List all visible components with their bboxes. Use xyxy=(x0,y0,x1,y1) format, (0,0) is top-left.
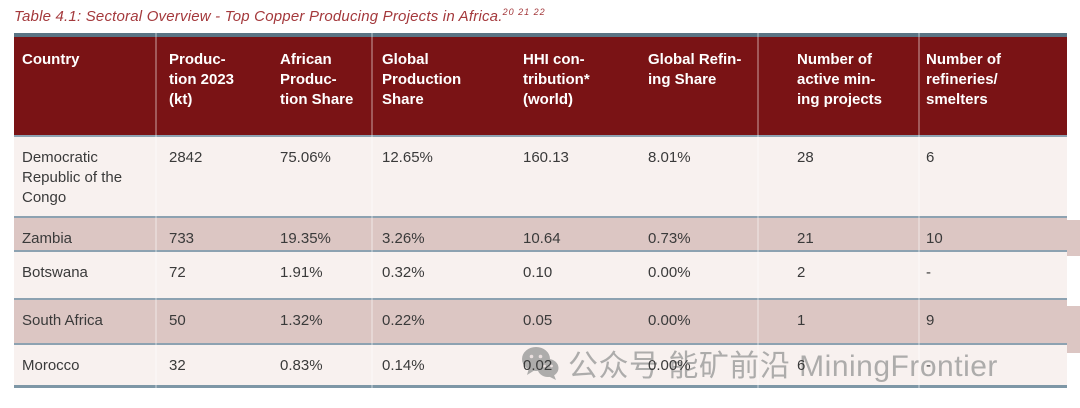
cell-refineries: 10 xyxy=(926,230,943,247)
cell-refineries: 6 xyxy=(926,149,935,166)
cell-refineries: - xyxy=(926,357,931,374)
header-cell-african-share: African Produc- tion Share xyxy=(280,51,354,108)
cell-production: 50 xyxy=(169,312,186,329)
cell-country: Botswana xyxy=(22,264,88,281)
cell-country: Zambia xyxy=(22,230,73,247)
cell-african-share: 0.83% xyxy=(280,357,323,374)
cell-production: 2842 xyxy=(169,149,203,166)
cell-refining-share: 0.00% xyxy=(648,312,691,329)
table-row-botswana: Botswana 72 1.91% 0.32% 0.10 0.00% 2 - xyxy=(14,250,1067,298)
column-separator xyxy=(918,33,920,398)
header-cell-production-2023: Produc- tion 2023 (kt) xyxy=(169,51,235,108)
cell-global-share: 0.32% xyxy=(382,264,425,281)
cell-active-projects: 21 xyxy=(797,230,814,247)
cell-production: 32 xyxy=(169,357,186,374)
header-cell-refining-share: Global Refin- ing Share xyxy=(648,51,742,88)
cell-african-share: 1.91% xyxy=(280,264,323,281)
table-row-zambia: Zambia 733 19.35% 3.26% 10.64 0.73% 21 1… xyxy=(14,216,1067,250)
table-caption: Table 4.1: Sectoral Overview - Top Coppe… xyxy=(14,7,546,25)
table-caption-text: Table 4.1: Sectoral Overview - Top Coppe… xyxy=(14,8,503,25)
cell-global-share: 0.14% xyxy=(382,357,425,374)
column-separator xyxy=(155,33,157,398)
row-shading-bleed xyxy=(1067,306,1080,353)
data-table: Country Produc- tion 2023 (kt) African P… xyxy=(14,33,1067,388)
watermark: 公众号 能矿前沿 MiningFrontier xyxy=(521,340,998,386)
table-row-south-africa: South Africa 50 1.32% 0.22% 0.05 0.00% 1… xyxy=(14,298,1067,343)
column-separator xyxy=(371,33,373,398)
table-header-row: Country Produc- tion 2023 (kt) African P… xyxy=(14,37,1067,135)
header-cell-global-share: Global Production Share xyxy=(382,51,462,108)
cell-global-share: 3.26% xyxy=(382,230,425,247)
header-cell-refineries: Number of refineries/ smelters xyxy=(926,51,1001,108)
cell-global-share: 0.22% xyxy=(382,312,425,329)
cell-country: South Africa xyxy=(22,312,103,329)
cell-active-projects: 2 xyxy=(797,264,806,281)
cell-refining-share: 8.01% xyxy=(648,149,691,166)
cell-active-projects: 6 xyxy=(797,357,806,374)
watermark-text: 公众号 能矿前沿 MiningFrontier xyxy=(568,350,998,383)
cell-hhi: 10.64 xyxy=(523,230,561,247)
cell-active-projects: 1 xyxy=(797,312,806,329)
cell-african-share: 19.35% xyxy=(280,230,331,247)
cell-african-share: 75.06% xyxy=(280,149,331,166)
cell-global-share: 12.65% xyxy=(382,149,433,166)
cell-refining-share: 0.00% xyxy=(648,357,691,374)
header-cell-country: Country xyxy=(22,51,80,68)
cell-production: 72 xyxy=(169,264,186,281)
table-row-drc: Democratic Republic of the Congo 2842 75… xyxy=(14,135,1067,216)
footnote-references: 20 21 22 xyxy=(502,7,546,17)
cell-country: Morocco xyxy=(22,357,80,374)
header-cell-hhi: HHI con- tribution* (world) xyxy=(523,51,590,108)
header-cell-active-projects: Number of active min- ing projects xyxy=(797,51,883,108)
cell-refineries: 9 xyxy=(926,312,935,329)
cell-refineries: - xyxy=(926,264,931,281)
column-separator xyxy=(757,33,759,398)
cell-hhi: 0.10 xyxy=(523,264,553,281)
cell-african-share: 1.32% xyxy=(280,312,323,329)
wechat-icon xyxy=(522,347,559,380)
row-shading-bleed xyxy=(1067,220,1080,256)
cell-hhi: 0.02 xyxy=(523,357,553,374)
table-row-morocco: Morocco 32 0.83% 0.14% 0.02 0.00% 6 - xyxy=(14,343,1067,385)
cell-production: 733 xyxy=(169,230,195,247)
cell-refining-share: 0.73% xyxy=(648,230,691,247)
cell-hhi: 0.05 xyxy=(523,312,553,329)
cell-country: Democratic Republic of the Congo xyxy=(22,149,123,206)
cell-active-projects: 28 xyxy=(797,149,814,166)
cell-hhi: 160.13 xyxy=(523,149,569,166)
cell-refining-share: 0.00% xyxy=(648,264,691,281)
